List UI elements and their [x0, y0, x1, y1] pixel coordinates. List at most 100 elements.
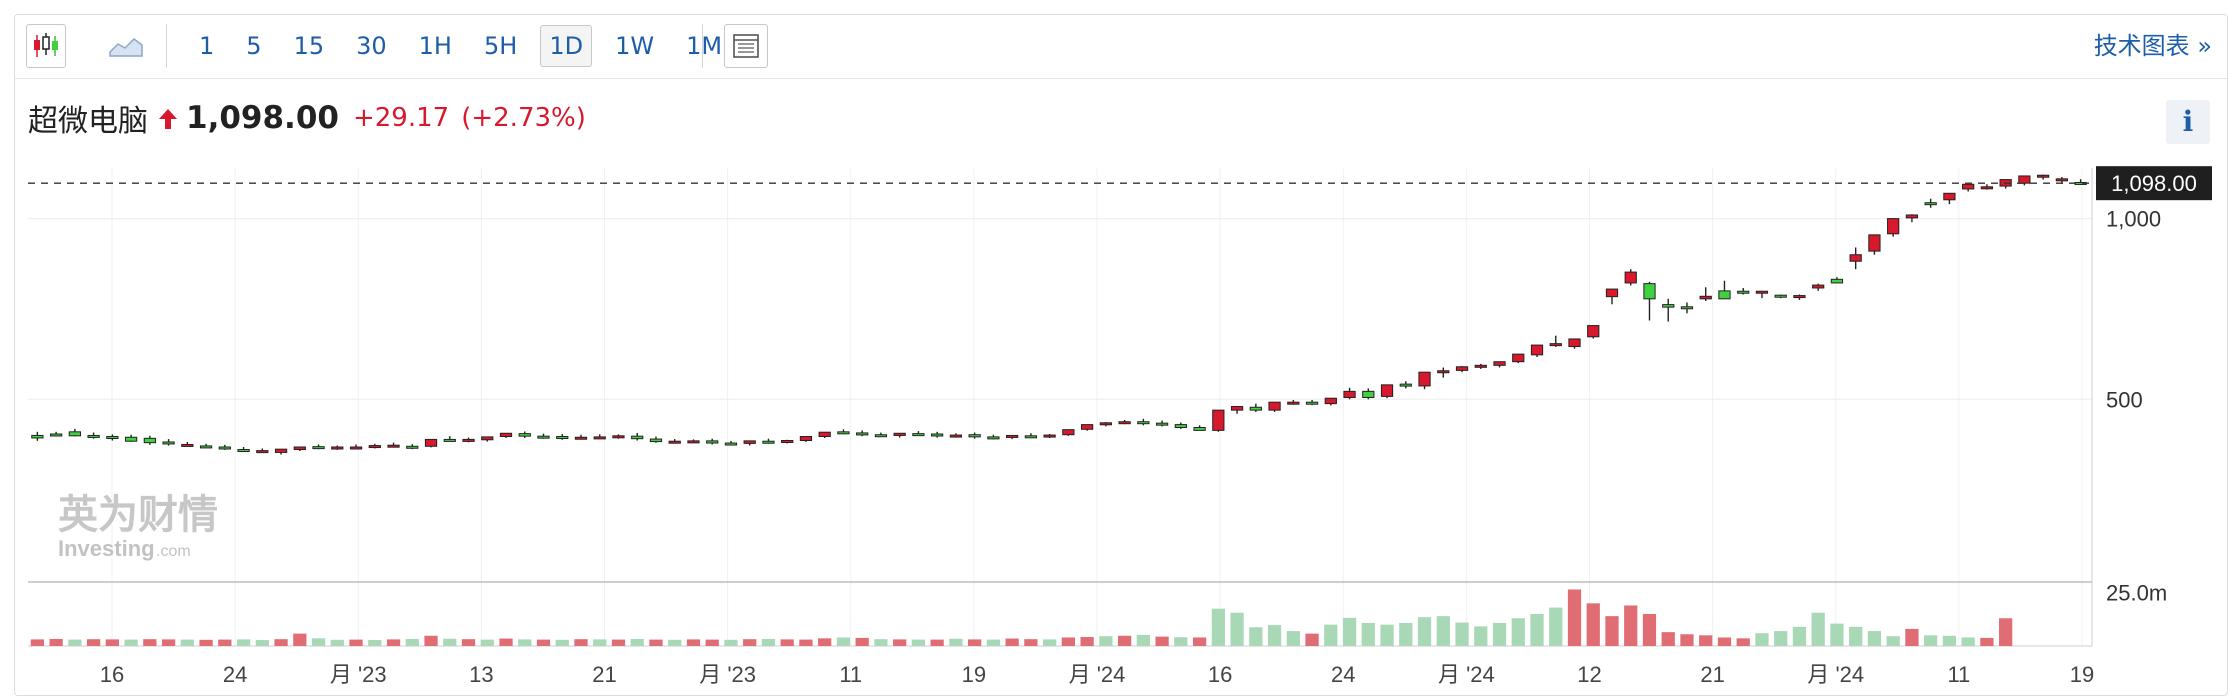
price-tick-label: 500	[2106, 387, 2143, 412]
interval-5h[interactable]: 5H	[483, 32, 518, 60]
x-tick-label: 24	[1331, 662, 1355, 687]
volume-bar	[1567, 589, 1582, 646]
candle-up	[1624, 271, 1637, 284]
last-price: 1,098.00	[186, 100, 339, 136]
volume-bar	[1267, 625, 1282, 646]
candle-up	[668, 440, 681, 444]
interval-1h[interactable]: 1H	[418, 32, 452, 60]
interval-1w[interactable]: 1W	[615, 32, 655, 60]
volume-tick-label: 25.0m	[2106, 581, 2167, 606]
candle-up	[1530, 344, 1544, 356]
volume-bar	[1624, 605, 1638, 646]
candle-down	[1924, 202, 1937, 206]
candle-up	[743, 440, 756, 444]
candle-up	[1230, 406, 1244, 411]
volume-bar	[1699, 635, 1713, 646]
candle-up	[1887, 218, 1900, 235]
candle-up	[1549, 343, 1562, 347]
volume-bar	[386, 639, 401, 646]
watermark-line3: .com	[156, 543, 191, 560]
volume-bar	[1661, 632, 1675, 646]
volume-bar	[968, 639, 982, 646]
interval-1[interactable]: 1	[199, 32, 215, 60]
up-arrow-icon	[159, 109, 177, 129]
volume-bar	[1380, 624, 1394, 646]
technical-chart-link[interactable]: 技术图表 »	[2093, 32, 2212, 60]
interval-1d[interactable]: 1D	[540, 25, 593, 67]
x-tick-label: 月 '23	[699, 662, 756, 687]
volume-bar	[330, 639, 344, 646]
candle-up	[1905, 214, 1919, 219]
candle-down	[856, 432, 869, 436]
interval-1m[interactable]: 1M	[686, 32, 723, 60]
x-tick-label: 月 '24	[1438, 662, 1495, 687]
volume-bar	[874, 639, 888, 646]
layout-button[interactable]	[724, 24, 768, 68]
volume-bar	[274, 639, 288, 646]
volume-bar	[1361, 622, 1375, 646]
candle-up	[1568, 338, 1581, 348]
area-chart-icon	[109, 38, 143, 57]
candle-up	[1962, 183, 1975, 190]
candle-down	[406, 445, 419, 449]
candlestick-chart-button[interactable]	[26, 24, 66, 68]
volume-bar	[686, 639, 701, 646]
last-price-label: 1,098.00	[2111, 171, 2197, 196]
candle-up	[1943, 192, 1956, 201]
candle-down	[1680, 306, 1694, 310]
volume-bar	[443, 638, 457, 646]
interval-5[interactable]: 5	[246, 32, 262, 60]
x-tick-label: 月 '23	[330, 662, 387, 687]
candle-up	[1755, 290, 1769, 294]
candle-up	[1455, 366, 1469, 371]
candle-up	[1587, 325, 1600, 338]
price-tick-label: 1,000	[2106, 207, 2161, 232]
candle-up	[462, 438, 475, 442]
volume-bar	[1905, 628, 1919, 646]
candle-down	[1662, 304, 1675, 308]
volume-bar	[293, 633, 307, 646]
candle-down	[556, 436, 569, 440]
volume-bar	[1417, 617, 1432, 646]
volume-bar	[405, 638, 419, 646]
candle-up	[1793, 295, 1806, 299]
interval-15[interactable]: 15	[293, 32, 325, 60]
volume-bar	[1605, 616, 1619, 646]
info-button[interactable]: i	[2166, 100, 2210, 144]
x-tick-label: 24	[223, 662, 247, 687]
candle-up	[1474, 364, 1487, 368]
volume-bar	[574, 639, 588, 646]
candle-down	[1024, 435, 1038, 439]
candle-down	[162, 441, 175, 445]
volume-bar	[1792, 626, 1807, 646]
x-tick-label: 21	[1700, 662, 1724, 687]
volume-bar	[1549, 607, 1563, 646]
volume-bar	[1530, 614, 1544, 646]
volume-bar	[1717, 637, 1732, 646]
candle-up	[481, 436, 494, 441]
watermark-line1: 英为财情	[58, 493, 218, 537]
candle-down	[143, 437, 156, 444]
volume-bar	[480, 639, 494, 646]
volume-bar	[1492, 622, 1507, 646]
candle-down	[631, 435, 644, 440]
candle-down	[218, 446, 231, 450]
candle-up	[1437, 370, 1450, 374]
candle-down	[987, 436, 1000, 440]
volume-bar	[1399, 622, 1413, 646]
volume-bar	[611, 639, 626, 646]
interval-30[interactable]: 30	[356, 32, 387, 60]
candle-down	[1643, 283, 1656, 300]
candle-up	[274, 448, 288, 453]
candle-down	[724, 442, 738, 446]
candle-up	[687, 440, 700, 444]
volume-bar	[461, 639, 476, 646]
candle-up	[1324, 397, 1337, 405]
candle-up	[1380, 384, 1394, 397]
candle-up	[349, 446, 363, 450]
volume-bar	[1043, 639, 1057, 646]
area-chart-button[interactable]	[100, 24, 152, 68]
volume-bar	[236, 639, 251, 646]
volume-bar	[1005, 638, 1019, 646]
